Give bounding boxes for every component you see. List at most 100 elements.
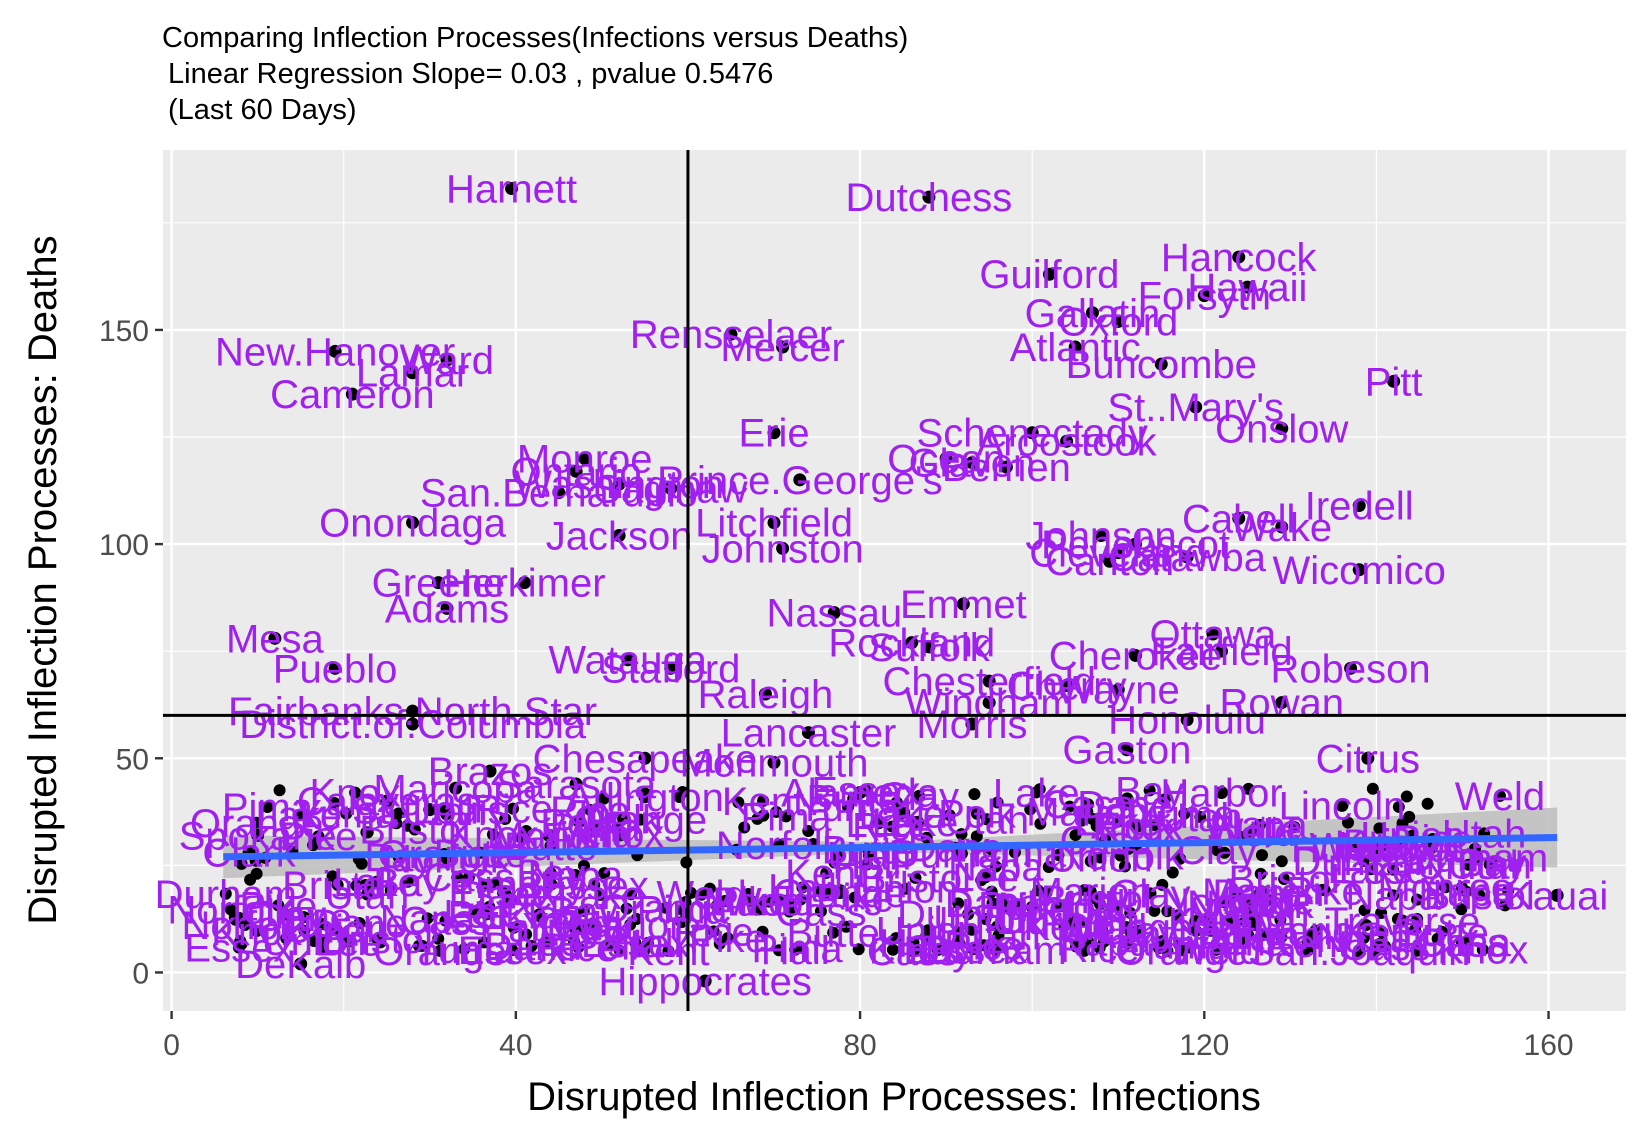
point-label: Yuma <box>295 793 398 837</box>
data-point <box>1103 554 1117 568</box>
point-label: Napa <box>380 897 476 941</box>
point-label: Dane <box>458 873 554 917</box>
data-point <box>477 880 490 893</box>
point-label: Lake <box>1327 848 1414 892</box>
data-point <box>965 456 979 470</box>
data-point <box>1361 751 1375 765</box>
point-label: Emmet <box>900 583 1027 627</box>
x-tick-label: 160 <box>1524 1029 1574 1062</box>
point-label: Onslow <box>1215 407 1348 451</box>
data-point <box>1068 340 1082 354</box>
point-label: Weld <box>1455 775 1545 819</box>
point-label: Utah <box>956 915 1041 959</box>
data-point <box>1131 820 1144 833</box>
reference-lines <box>163 150 1626 1011</box>
point-label: Dane <box>256 896 352 940</box>
data-point <box>1204 924 1217 937</box>
point-label: Bay <box>517 863 586 907</box>
point-label: Yuma <box>413 928 516 972</box>
data-point <box>898 806 911 819</box>
data-point <box>251 828 265 842</box>
point-label: Hall <box>613 922 682 966</box>
point-label: Essex <box>458 929 567 973</box>
point-label: Essex <box>448 872 557 916</box>
data-point <box>783 905 796 918</box>
data-point <box>1352 944 1366 958</box>
data-point <box>1352 499 1366 513</box>
point-label: Orange <box>574 799 707 843</box>
data-point <box>1374 937 1387 950</box>
data-point <box>316 917 329 930</box>
point-label: Aroostook <box>977 420 1158 464</box>
data-point <box>641 936 654 949</box>
point-label: Norfolk <box>998 885 1126 929</box>
data-point <box>328 797 341 810</box>
point-label: Essex <box>919 928 1028 972</box>
point-label: Napa <box>1056 921 1152 965</box>
data-point <box>1275 855 1288 868</box>
data-point <box>1255 849 1268 862</box>
data-point <box>1244 897 1257 910</box>
point-label: Kent <box>785 852 867 896</box>
point-label: Knox <box>1437 929 1528 973</box>
data-point <box>1202 915 1215 928</box>
data-point <box>589 821 602 834</box>
data-point <box>992 929 1005 942</box>
point-label: Yuma <box>1133 793 1236 837</box>
data-point <box>597 792 610 805</box>
data-point <box>1184 941 1197 954</box>
data-point <box>594 888 607 901</box>
point-label: Prince.George's <box>657 459 943 503</box>
title-block: Comparing Inflection Processes(Infection… <box>162 22 908 126</box>
data-point <box>480 908 493 921</box>
data-point <box>907 936 920 949</box>
y-tick-label: 50 <box>116 743 149 776</box>
point-label: Lake <box>333 861 420 905</box>
point-label: Pike <box>239 884 317 928</box>
data-point <box>1455 881 1468 894</box>
point-label: Greene <box>372 562 505 606</box>
point-label: Bristol <box>860 857 971 901</box>
point-label: Weld <box>656 874 746 918</box>
point-label: Essex <box>581 922 690 966</box>
data-point <box>1232 511 1246 525</box>
data-point <box>1174 852 1187 865</box>
data-point <box>890 796 903 809</box>
data-point <box>1042 861 1055 874</box>
data-point <box>486 828 499 841</box>
data-point <box>1063 800 1076 813</box>
point-label: Saginaw <box>594 467 748 511</box>
point-label: Clay <box>1177 829 1257 873</box>
point-label: Dane <box>945 882 1041 926</box>
point-label: Ward <box>400 339 494 383</box>
point-label: Marion <box>1026 791 1148 835</box>
data-point <box>588 879 601 892</box>
point-label: Traverse <box>1324 900 1480 944</box>
data-point <box>1025 426 1039 440</box>
data-point <box>280 932 293 945</box>
point-label: Harbor <box>1160 772 1282 816</box>
data-point <box>1409 923 1422 936</box>
data-point <box>1341 816 1354 829</box>
data-point <box>999 460 1013 474</box>
data-point <box>980 813 993 826</box>
data-point <box>886 943 899 956</box>
data-point <box>757 794 770 807</box>
data-point <box>1154 357 1168 371</box>
point-label: Union <box>284 908 389 952</box>
point-label: Spokane <box>179 814 337 858</box>
data-point <box>939 451 953 465</box>
data-point <box>1156 878 1169 891</box>
point-label: Polk <box>555 905 634 949</box>
data-point <box>1357 931 1370 944</box>
data-point <box>1025 900 1038 913</box>
point-label: Bay <box>1115 769 1184 813</box>
point-label: Polk <box>978 885 1057 929</box>
data-point <box>991 796 1004 809</box>
point-label: Lincoln <box>1279 784 1406 828</box>
point-label: San.Joaquin <box>1248 930 1470 974</box>
point-label: Clay <box>246 894 326 938</box>
point-label: Gallatin <box>1025 292 1161 336</box>
data-point <box>952 926 965 939</box>
data-point <box>1166 866 1179 879</box>
